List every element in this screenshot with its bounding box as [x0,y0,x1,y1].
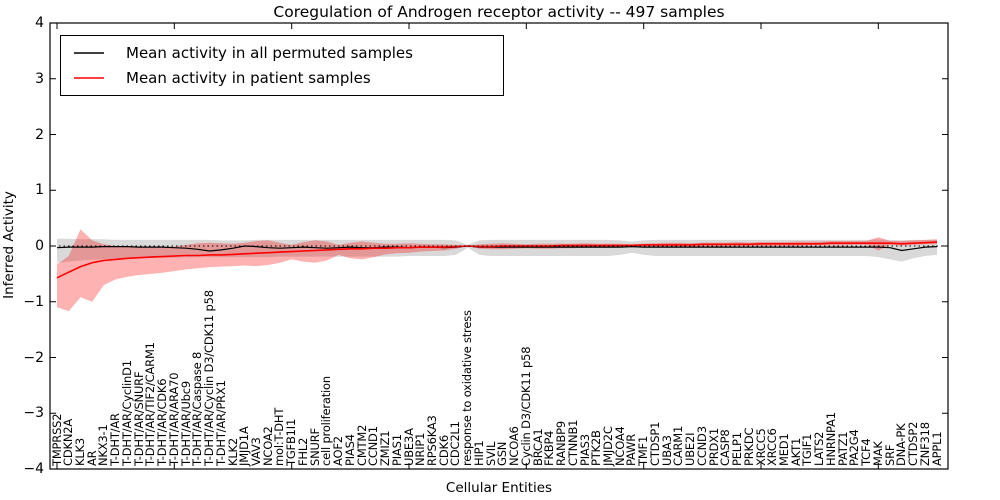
legend-line-black-icon [74,51,104,54]
legend-line-red-icon [74,77,104,80]
legend-label-patient: Mean activity in patient samples [126,69,371,88]
y-tick-label: 3 [35,70,44,87]
y-tick-label: −2 [23,349,44,366]
plot-frame [49,22,949,470]
chart-title: Coregulation of Androgen receptor activi… [273,3,725,21]
y-axis-label: Inferred Activity [1,191,17,299]
patient-samples-std-band [57,229,937,312]
x-axis-label: Cellular Entities [445,480,553,496]
legend-entry-permuted: Mean activity in all permuted samples [74,44,503,62]
legend: Mean activity in all permuted samples Me… [60,35,504,96]
y-tick-label: 4 [35,15,44,31]
y-tick-label: −1 [23,293,44,310]
y-tick-label: 0 [35,238,44,254]
y-tick-label: 1 [35,182,44,199]
y-tick-label: −4 [23,461,44,477]
x-tick-label: APPL1 [929,431,944,466]
y-tick-label: −3 [23,405,44,422]
y-tick-label: 2 [35,126,44,143]
legend-entry-patient: Mean activity in patient samples [74,69,503,87]
legend-label-permuted: Mean activity in all permuted samples [126,43,413,62]
